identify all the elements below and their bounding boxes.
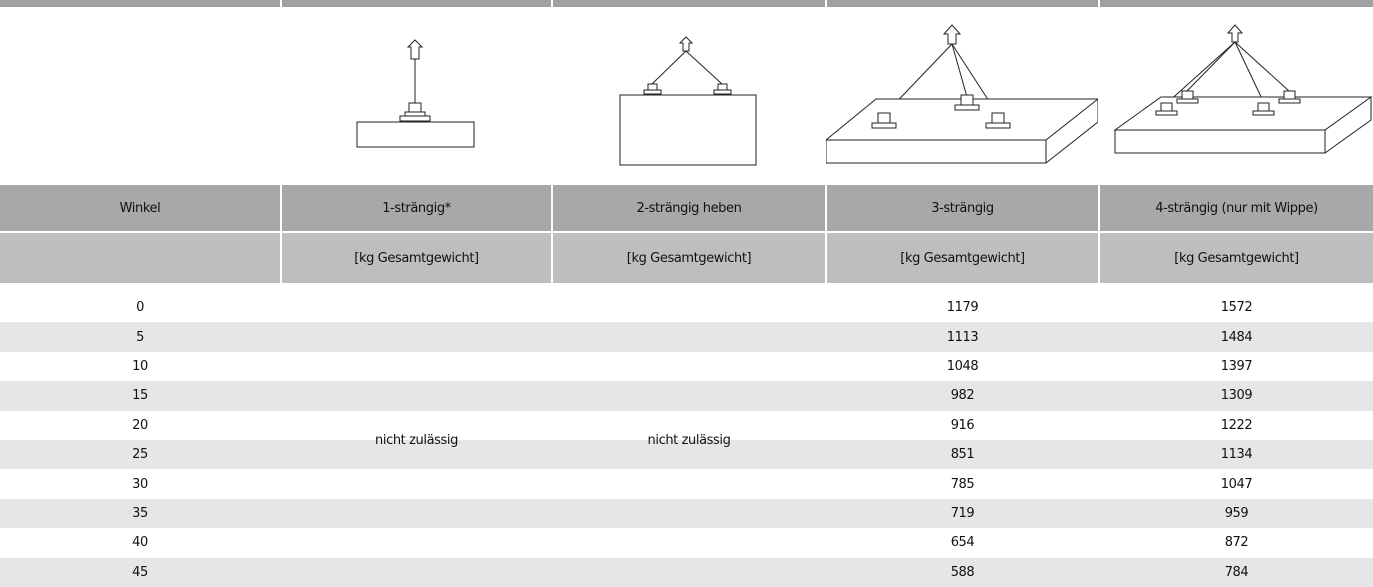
diagram-3-strand <box>826 24 1098 164</box>
table-cell: 1397 <box>1220 358 1253 374</box>
subheader-cell: [kg Gesamtgewicht] <box>282 233 551 283</box>
table-cell: 0 <box>136 300 144 316</box>
column-separator <box>1098 0 1100 7</box>
table-cell: 1048 <box>946 358 979 374</box>
table-cell: 1134 <box>1220 447 1253 463</box>
table-cell: 5 <box>136 329 144 345</box>
table-cell: 654 <box>950 535 975 551</box>
diagram-1-strand <box>356 39 475 148</box>
diagram-2-strand <box>619 36 757 166</box>
merged-cell: nicht zulässig <box>375 432 458 448</box>
row-stripe <box>0 381 1373 411</box>
table-cell: 15 <box>132 388 148 404</box>
header-cell: 4-strängig (nur mit Wippe) <box>1100 185 1373 231</box>
table-cell: 1484 <box>1220 329 1253 345</box>
table-cell: 982 <box>950 388 975 404</box>
table-cell: 20 <box>132 417 148 433</box>
table-cell: 1113 <box>946 329 979 345</box>
table-cell: 10 <box>132 358 148 374</box>
subheader-cell: [kg Gesamtgewicht] <box>1100 233 1373 283</box>
table-cell: 872 <box>1224 535 1249 551</box>
table-cell: 785 <box>950 476 975 492</box>
table-cell: 959 <box>1224 505 1249 521</box>
header-cell: 2-strängig heben <box>553 185 825 231</box>
row-stripe <box>0 440 1373 470</box>
table-cell: 719 <box>950 505 975 521</box>
table-cell: 1572 <box>1220 300 1253 316</box>
merged-cell: nicht zulässig <box>647 432 731 448</box>
table-cell: 1309 <box>1220 388 1253 404</box>
table-cell: 851 <box>950 447 975 463</box>
table-cell: 1179 <box>946 300 979 316</box>
header-cell: Winkel <box>0 185 280 231</box>
table-cell: 784 <box>1224 564 1249 580</box>
row-stripe <box>0 498 1373 529</box>
table-cell: 35 <box>132 505 148 521</box>
table-cell: 40 <box>132 535 148 551</box>
column-separator <box>280 0 282 7</box>
table-cell: 30 <box>132 476 148 492</box>
subheader-cell: [kg Gesamtgewicht] <box>827 233 1098 283</box>
table-cell: 45 <box>132 564 148 580</box>
subheader-cell <box>0 233 280 283</box>
table-cell: 1047 <box>1220 476 1253 492</box>
column-separator <box>551 0 553 7</box>
header-cell: 3-strängig <box>827 185 1098 231</box>
diagram-4-strand <box>1113 24 1373 154</box>
table-cell: 1222 <box>1220 417 1253 433</box>
subheader-cell: [kg Gesamtgewicht] <box>553 233 825 283</box>
column-separator <box>825 0 827 7</box>
header-cell: 1-strängig* <box>282 185 551 231</box>
top-bar <box>0 0 1373 7</box>
table-cell: 25 <box>132 447 148 463</box>
table-cell: 588 <box>950 564 975 580</box>
row-stripe <box>0 557 1373 587</box>
table-cell: 916 <box>950 417 975 433</box>
row-stripe <box>0 322 1373 352</box>
